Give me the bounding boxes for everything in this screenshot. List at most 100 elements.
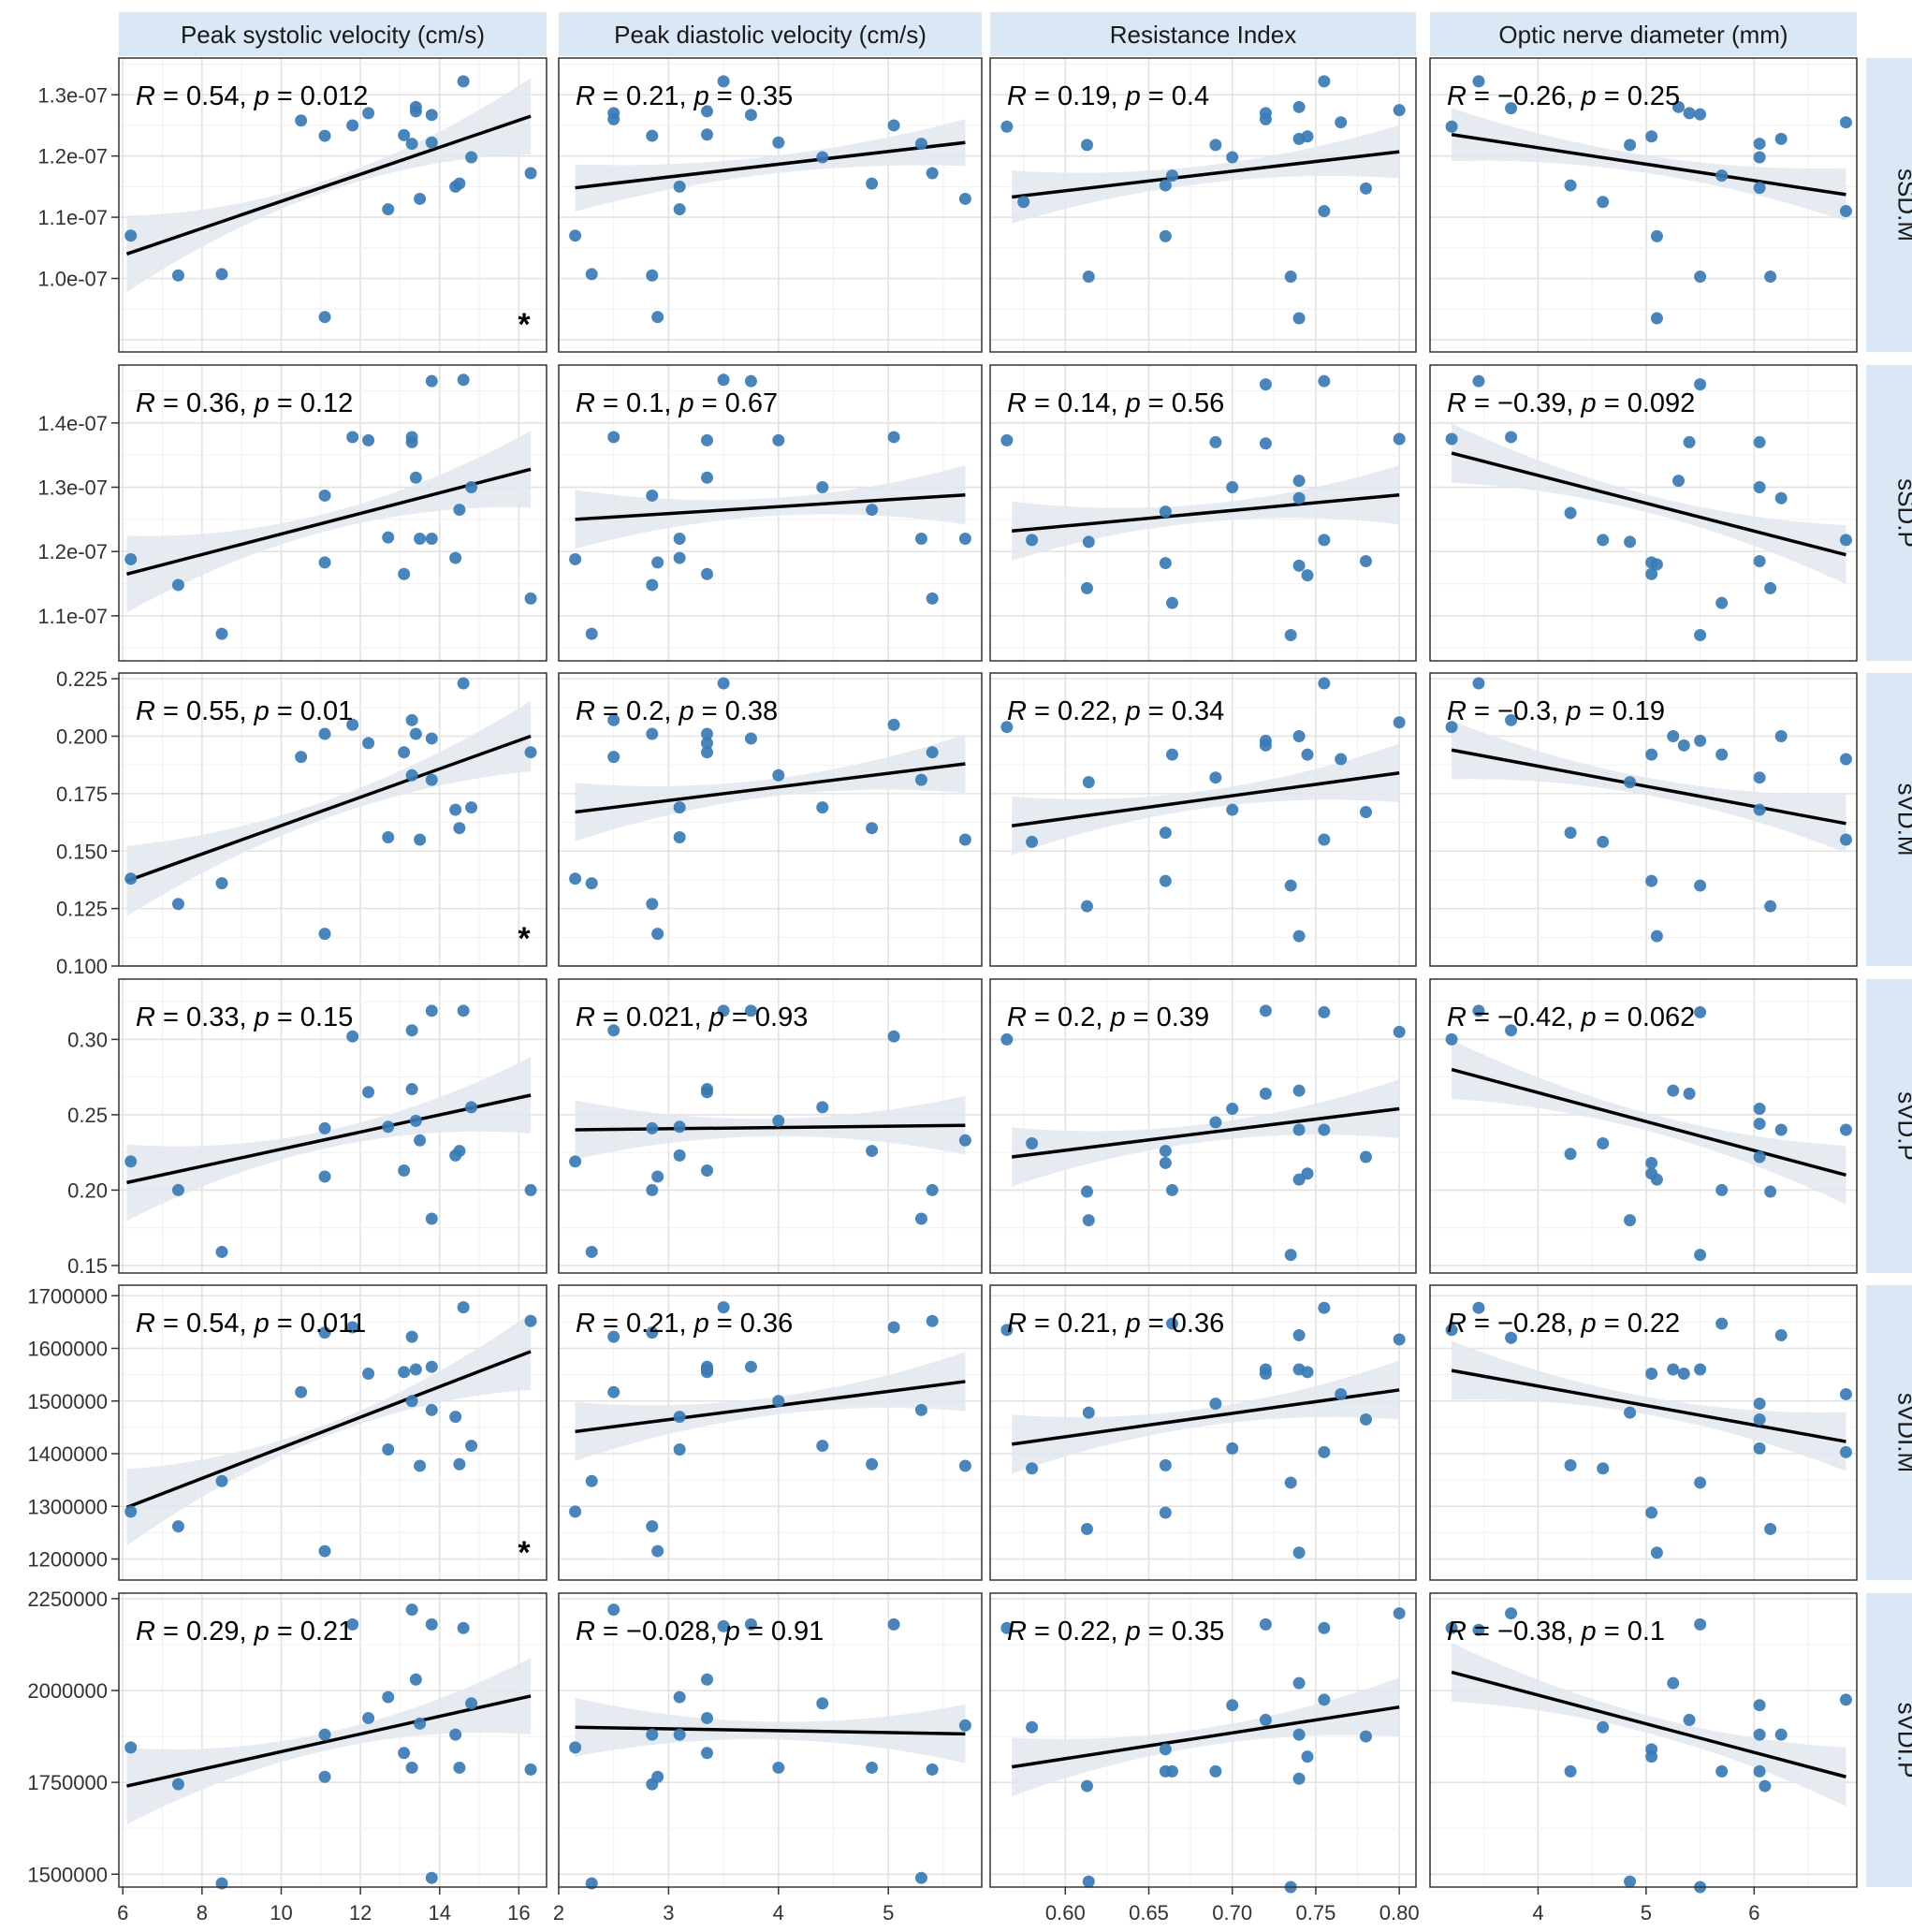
panel-border [558, 57, 983, 353]
stats-annotation: R = −0.38, p = 0.1 [1447, 1617, 1665, 1647]
data-point [673, 532, 686, 545]
data-point [405, 435, 418, 448]
data-point [346, 119, 359, 132]
facet-panel: R = −0.028, p = 0.91 [558, 1592, 983, 1890]
panel-background [559, 58, 982, 352]
data-point [1753, 151, 1766, 164]
panel-border [989, 1284, 1417, 1581]
data-point [1839, 1693, 1852, 1706]
data-point [700, 1711, 713, 1724]
facet-panel: R = 0.33, p = 0.15 [118, 978, 547, 1274]
data-point [866, 1457, 879, 1471]
data-point [457, 1301, 470, 1314]
data-point [1645, 1156, 1658, 1169]
stats-value: 0.15 [300, 1003, 353, 1032]
data-point [1335, 116, 1348, 129]
stats-annotation: R = −0.3, p = 0.19 [1447, 696, 1665, 726]
data-point [887, 1030, 900, 1043]
stats-annotation: R = 0.29, p = 0.21 [136, 1617, 353, 1647]
stats-annotation: R = −0.28, p = 0.22 [1447, 1309, 1680, 1339]
data-point [914, 1212, 927, 1225]
data-point [124, 1741, 138, 1754]
data-point [1694, 629, 1707, 642]
data-point [717, 75, 730, 88]
data-point [1284, 271, 1297, 284]
data-point [1000, 120, 1014, 133]
data-point [1359, 806, 1372, 819]
data-point [1753, 1764, 1766, 1778]
data-point [958, 192, 971, 205]
data-point [866, 1761, 879, 1774]
data-point [717, 1004, 730, 1017]
panel-background [119, 58, 547, 352]
data-point [1677, 1368, 1690, 1380]
x-tick-label: 14 [429, 1901, 451, 1925]
data-point [171, 578, 184, 592]
data-point [398, 567, 411, 580]
data-point [700, 1673, 713, 1686]
y-tick-label: 1750000 [27, 1771, 108, 1794]
data-point [425, 1403, 438, 1416]
y-tick-label: 1.1e-07 [37, 206, 108, 229]
data-point [1026, 1462, 1039, 1475]
panel-border [1429, 364, 1858, 662]
data-point [405, 768, 418, 782]
data-point [646, 1121, 659, 1134]
data-point [607, 1024, 620, 1037]
data-point [1694, 271, 1707, 284]
data-point [585, 1474, 598, 1487]
data-point [1165, 596, 1178, 609]
facet-panel: R = 0.55, p = 0.01 * [118, 672, 547, 967]
data-point [318, 129, 331, 142]
x-tick-label: 5 [883, 1901, 894, 1925]
data-point [1650, 229, 1663, 242]
data-point [1564, 1148, 1577, 1161]
stats-value: 0.021 [626, 1003, 694, 1032]
x-tick-label: 0.70 [1212, 1901, 1252, 1925]
data-point [887, 119, 900, 132]
regression-line [125, 114, 532, 256]
data-point [673, 1690, 686, 1704]
data-point [1445, 432, 1458, 446]
stats-value: −0.28 [1497, 1309, 1566, 1339]
data-point [1159, 1458, 1172, 1471]
data-point [1318, 1693, 1331, 1706]
data-point [425, 773, 438, 786]
data-point [1645, 567, 1658, 580]
data-point [585, 268, 598, 281]
stats-annotation: R = 0.21, p = 0.36 [1007, 1309, 1224, 1339]
data-point [1393, 1333, 1406, 1346]
data-point [700, 1086, 713, 1099]
data-point [1292, 1328, 1306, 1341]
data-point [1284, 1249, 1297, 1262]
data-point [1650, 1546, 1663, 1559]
panel-border [989, 364, 1417, 662]
stats-value: 0.2 [626, 696, 664, 726]
data-point [1159, 1156, 1172, 1169]
significance-marker: * [518, 1535, 531, 1571]
data-point [717, 677, 730, 690]
x-tick-label: 6 [117, 1901, 128, 1925]
data-point [1694, 1363, 1707, 1376]
data-point [1209, 1116, 1222, 1129]
data-point [926, 1183, 939, 1196]
x-tick-label: 0.60 [1045, 1901, 1086, 1925]
data-point [414, 1459, 427, 1472]
column-strip [990, 12, 1416, 56]
column-strip [119, 12, 547, 56]
data-point [700, 471, 713, 484]
data-point [124, 1155, 138, 1168]
data-point [772, 1114, 785, 1127]
column-strip-label: Peak systolic velocity (cm/s) [181, 21, 485, 49]
data-point [1667, 1084, 1680, 1097]
data-point [215, 877, 228, 890]
data-point [958, 833, 971, 846]
data-point [1597, 835, 1610, 848]
data-point [318, 489, 331, 502]
stats-value: −0.39 [1497, 388, 1566, 418]
data-point [1080, 1779, 1093, 1793]
facet-panel: R = 0.21, p = 0.36 [558, 1284, 983, 1581]
data-point [1292, 100, 1306, 113]
data-point [1597, 1462, 1610, 1475]
